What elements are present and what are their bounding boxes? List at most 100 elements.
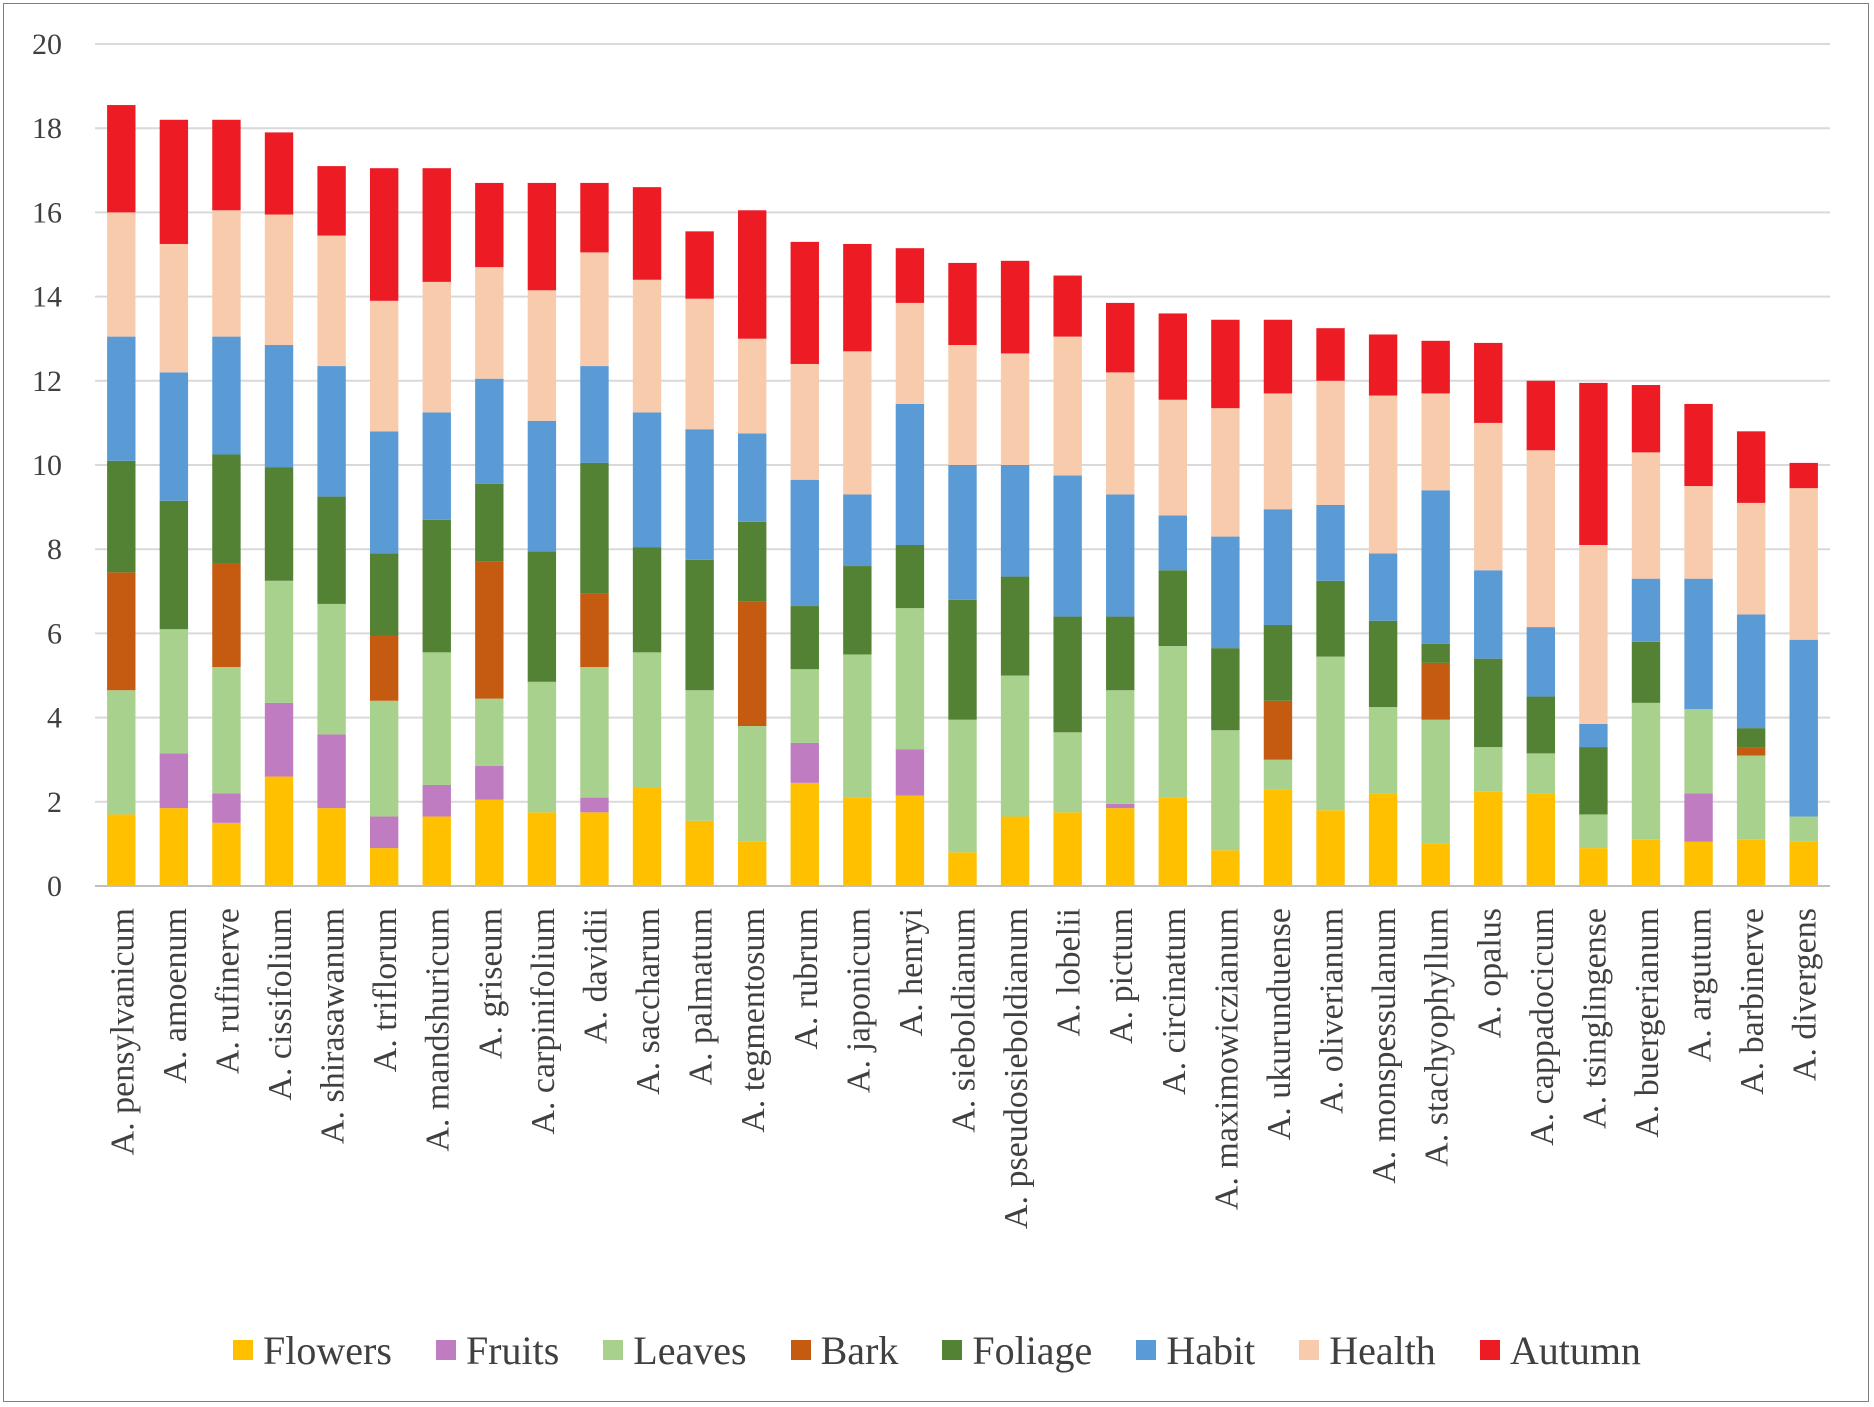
legend-item-habit: Habit	[1136, 1327, 1255, 1374]
bar-stack	[948, 262, 977, 886]
chart-frame	[3, 3, 1869, 1402]
x-tick-label: A. pseudosieboldianum	[998, 908, 1035, 1229]
bar-segment-flowers	[1263, 789, 1293, 886]
bar-segment-flowers	[1053, 812, 1082, 886]
bar-segment-flowers	[422, 816, 451, 886]
bar-segment-autumn	[1474, 342, 1503, 423]
bar-stack	[107, 105, 136, 886]
bar-segment-habit	[1368, 553, 1398, 621]
bar-segment-bark	[369, 635, 399, 701]
bar-segment-habit	[1106, 494, 1135, 617]
legend-item-leaves: Leaves	[603, 1327, 747, 1374]
bar-stack	[1368, 334, 1398, 886]
x-tick-label: A. argutum	[1682, 908, 1719, 1062]
bar-stack	[1736, 431, 1766, 886]
bar-segment-habit	[1631, 578, 1661, 642]
bar-segment-bark	[475, 561, 504, 699]
bar-segment-flowers	[632, 787, 662, 886]
bar-segment-leaves	[1631, 702, 1661, 840]
bar-segment-flowers	[527, 812, 557, 886]
bar-segment-health	[1474, 422, 1503, 571]
bar-segment-health	[1789, 488, 1818, 640]
bar-segment-foliage	[1421, 643, 1450, 663]
bar-segment-foliage	[1631, 641, 1661, 703]
legend-swatch	[1479, 1340, 1500, 1360]
bar-segment-health	[632, 279, 662, 413]
bar-segment-flowers	[1526, 793, 1556, 886]
bar-segment-habit	[527, 420, 557, 552]
bar-segment-habit	[1474, 570, 1503, 659]
bar-stack	[1631, 385, 1661, 886]
bar-segment-autumn	[948, 262, 977, 346]
bar-segment-foliage	[685, 559, 714, 691]
bar-segment-habit	[895, 403, 925, 545]
bar-segment-leaves	[1368, 707, 1398, 794]
bar-segment-habit	[1421, 490, 1450, 644]
bar-segment-bark	[107, 572, 136, 691]
bar-segment-foliage	[264, 467, 294, 581]
x-tick-label: A. rubrum	[788, 908, 825, 1050]
legend-item-health: Health	[1299, 1327, 1436, 1374]
bar-segment-autumn	[1106, 302, 1135, 373]
x-tick-label: A. japonicum	[840, 908, 877, 1093]
bar-segment-flowers	[159, 808, 189, 886]
bar-segment-fruits	[580, 797, 609, 813]
bar-stack	[1579, 382, 1608, 886]
bar-segment-autumn	[475, 182, 504, 268]
bar-segment-health	[1368, 395, 1398, 554]
bar-segment-health	[1263, 393, 1293, 510]
bar-segment-flowers	[1474, 791, 1503, 886]
bar-segment-flowers	[1211, 850, 1240, 886]
bar-segment-habit	[212, 336, 241, 455]
bar-segment-habit	[1211, 536, 1240, 649]
bar-segment-habit	[1789, 639, 1818, 817]
bar-segment-bark	[1263, 700, 1293, 760]
bar-stack	[1421, 340, 1450, 886]
bar-segment-habit	[843, 494, 872, 567]
bar-segment-fruits	[317, 734, 346, 809]
bar-segment-leaves	[1158, 646, 1187, 798]
bar-segment-health	[1579, 544, 1608, 724]
bar-segment-bark	[1736, 747, 1766, 756]
bar-segment-habit	[738, 433, 767, 522]
bar-segment-leaves	[317, 603, 346, 735]
bar-stack	[632, 187, 662, 886]
x-tick-label: A. divergens	[1787, 908, 1824, 1081]
bar-segment-leaves	[1053, 732, 1082, 813]
bar-stack	[580, 182, 609, 886]
y-tick-label: 16	[32, 196, 62, 229]
bar-segment-autumn	[1789, 462, 1818, 489]
bar-stack	[843, 243, 872, 886]
y-tick-label: 8	[47, 533, 62, 566]
x-tick-label: A. maximowiczianum	[1208, 908, 1245, 1210]
legend-label: Health	[1329, 1327, 1436, 1373]
bar-segment-leaves	[948, 719, 977, 853]
x-tick-label: A. carpinifolium	[525, 908, 562, 1135]
bar-segment-flowers	[1316, 810, 1345, 886]
legend-item-bark: Bark	[790, 1327, 898, 1374]
x-tick-label: A. oliverianum	[1314, 908, 1351, 1114]
bar-stack	[475, 182, 504, 886]
bar-segment-flowers	[738, 841, 767, 886]
y-tick-label: 20	[32, 28, 62, 61]
bar-stack	[422, 168, 451, 886]
bar-stack	[895, 248, 925, 886]
legend-swatch	[233, 1340, 254, 1360]
bar-segment-habit	[107, 336, 136, 461]
bar-segment-health	[1158, 399, 1187, 516]
bar-segment-leaves	[843, 654, 872, 798]
bar-stack	[317, 166, 346, 886]
bar-segment-fruits	[895, 749, 925, 796]
bar-segment-flowers	[264, 776, 294, 886]
bar-segment-health	[107, 212, 136, 337]
legend-label: Leaves	[633, 1327, 747, 1373]
bar-segment-foliage	[1263, 624, 1293, 701]
bar-stack	[264, 132, 294, 886]
bar-segment-flowers	[1631, 839, 1661, 886]
bar-segment-fruits	[422, 784, 451, 817]
legend-label: Habit	[1166, 1327, 1256, 1373]
bar-segment-foliage	[632, 547, 662, 653]
x-tick-label: A. saccharum	[630, 908, 667, 1095]
bar-segment-health	[1211, 408, 1240, 537]
x-tick-label: A. barbinerve	[1734, 908, 1771, 1095]
